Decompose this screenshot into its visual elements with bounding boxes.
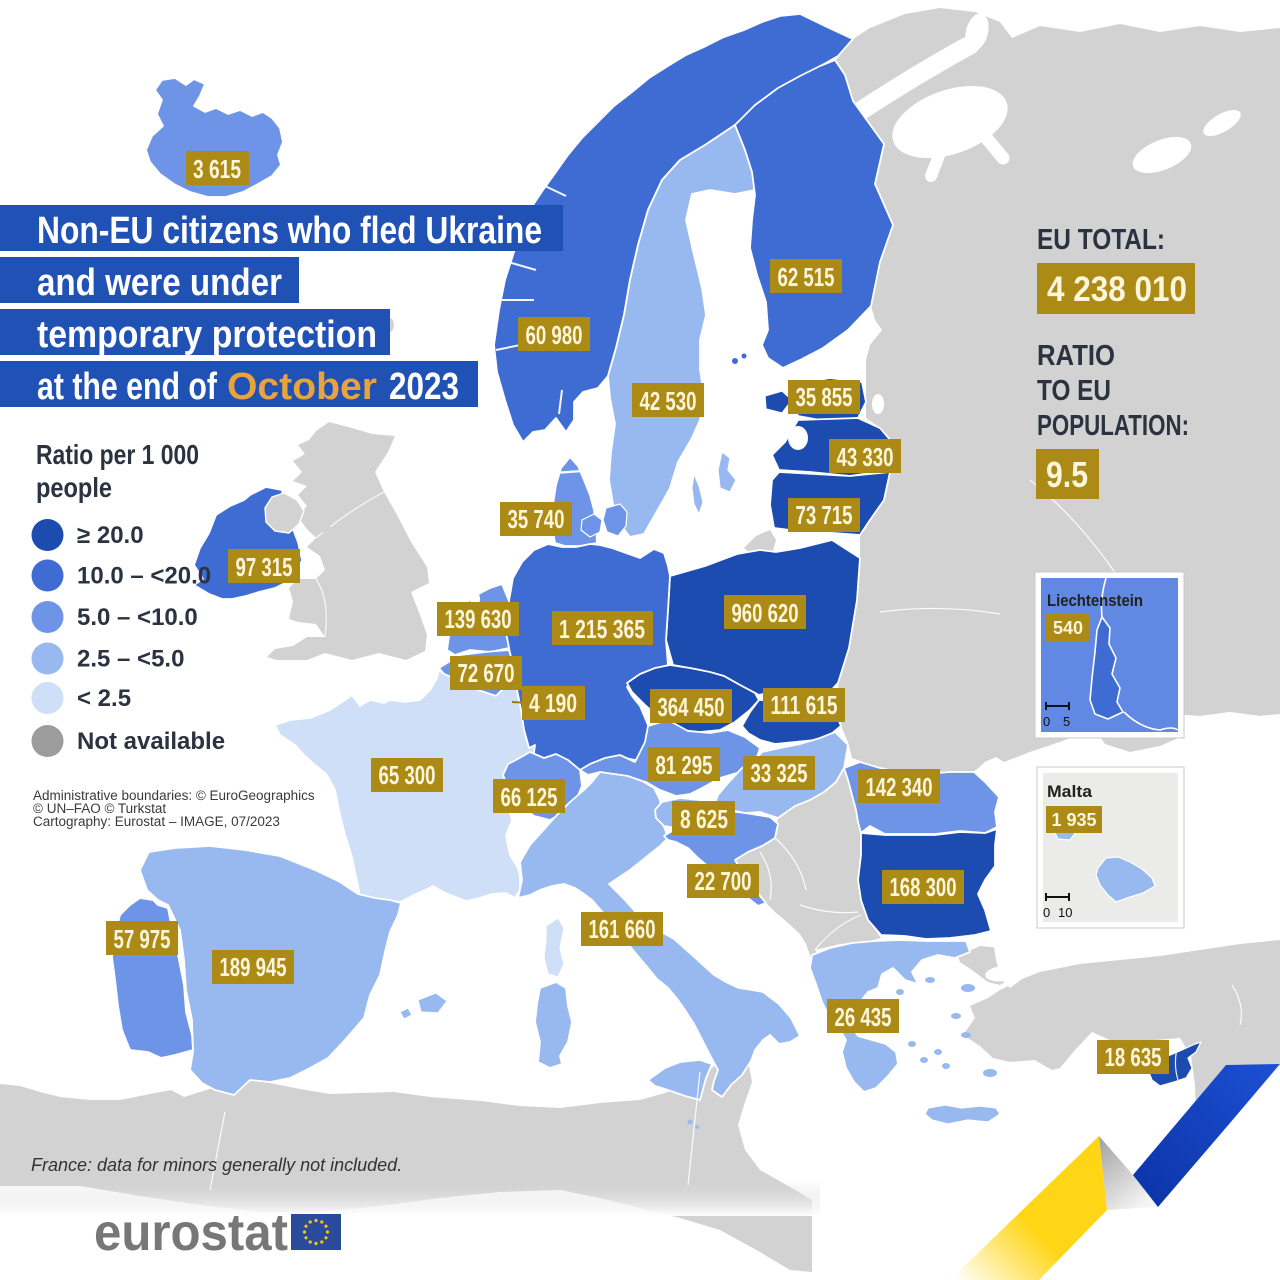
svg-text:18 635: 18 635 — [1105, 1042, 1162, 1072]
svg-text:< 2.5: < 2.5 — [77, 685, 131, 712]
svg-text:5.0 – <10.0: 5.0 – <10.0 — [77, 604, 198, 631]
svg-text:4 238 010: 4 238 010 — [1047, 270, 1187, 309]
svg-text:TO EU: TO EU — [1037, 375, 1111, 407]
svg-text:189 945: 189 945 — [220, 952, 287, 982]
svg-text:France: data for minors genera: France: data for minors generally not in… — [31, 1155, 402, 1175]
svg-text:57 975: 57 975 — [114, 924, 171, 954]
svg-text:73 715: 73 715 — [796, 500, 853, 530]
svg-text:960 620: 960 620 — [732, 598, 799, 628]
svg-text:10.0 – <20.0: 10.0 – <20.0 — [77, 563, 211, 590]
svg-text:139 630: 139 630 — [445, 604, 512, 634]
svg-text:8 625: 8 625 — [680, 804, 728, 834]
svg-text:Cartography: Eurostat – IMAGE,: Cartography: Eurostat – IMAGE, 07/2023 — [33, 814, 280, 829]
svg-text:1 215 365: 1 215 365 — [559, 614, 645, 644]
svg-text:Liechtenstein: Liechtenstein — [1047, 591, 1143, 610]
svg-text:66 125: 66 125 — [501, 782, 558, 812]
svg-text:RATIO: RATIO — [1037, 340, 1115, 372]
svg-text:142 340: 142 340 — [866, 772, 933, 802]
svg-text:at the end of: at the end of — [37, 366, 217, 408]
svg-text:Non-EU citizens who fled Ukrai: Non-EU citizens who fled Ukraine — [37, 210, 542, 252]
svg-text:Malta: Malta — [1047, 782, 1093, 801]
svg-text:364 450: 364 450 — [658, 692, 725, 722]
svg-text:26 435: 26 435 — [835, 1002, 892, 1032]
svg-text:temporary protection: temporary protection — [37, 314, 377, 356]
svg-text:111 615: 111 615 — [771, 690, 838, 720]
svg-text:0: 0 — [1043, 714, 1050, 729]
svg-text:43 330: 43 330 — [837, 442, 894, 472]
svg-text:1 935: 1 935 — [1051, 810, 1096, 830]
svg-text:Not available: Not available — [77, 728, 225, 755]
svg-text:POPULATION:: POPULATION: — [1037, 410, 1189, 442]
svg-text:168 300: 168 300 — [890, 872, 957, 902]
svg-text:eurostat: eurostat — [94, 1204, 288, 1262]
svg-text:97 315: 97 315 — [236, 552, 293, 582]
svg-text:42 530: 42 530 — [640, 386, 697, 416]
svg-text:4 190: 4 190 — [529, 688, 577, 718]
svg-text:161 660: 161 660 — [589, 914, 656, 944]
svg-text:81 295: 81 295 — [656, 750, 713, 780]
svg-text:2023: 2023 — [389, 366, 459, 408]
svg-text:0: 0 — [1043, 905, 1050, 920]
svg-text:9.5: 9.5 — [1046, 454, 1088, 495]
svg-text:people: people — [36, 472, 112, 503]
svg-text:and were under: and were under — [37, 262, 282, 304]
svg-text:Administrative boundaries: © E: Administrative boundaries: © EuroGeograp… — [33, 788, 315, 803]
svg-text:EU TOTAL:: EU TOTAL: — [1037, 224, 1165, 256]
svg-text:Ratio per 1 000: Ratio per 1 000 — [36, 439, 199, 470]
svg-text:62 515: 62 515 — [778, 262, 835, 292]
svg-text:≥ 20.0: ≥ 20.0 — [77, 522, 144, 549]
svg-text:3 615: 3 615 — [193, 154, 241, 184]
svg-text:35 740: 35 740 — [508, 504, 565, 534]
svg-text:33 325: 33 325 — [751, 758, 808, 788]
svg-text:2.5 – <5.0: 2.5 – <5.0 — [77, 646, 184, 673]
svg-text:60 980: 60 980 — [526, 320, 583, 350]
svg-text:72 670: 72 670 — [458, 658, 515, 688]
svg-text:© UN–FAO © Turkstat: © UN–FAO © Turkstat — [33, 801, 166, 816]
svg-text:65 300: 65 300 — [379, 760, 436, 790]
svg-text:5: 5 — [1063, 714, 1070, 729]
svg-text:October: October — [227, 366, 377, 408]
svg-text:35 855: 35 855 — [796, 382, 853, 412]
svg-text:540: 540 — [1053, 618, 1083, 638]
svg-text:22 700: 22 700 — [695, 866, 752, 896]
svg-text:10: 10 — [1058, 905, 1072, 920]
